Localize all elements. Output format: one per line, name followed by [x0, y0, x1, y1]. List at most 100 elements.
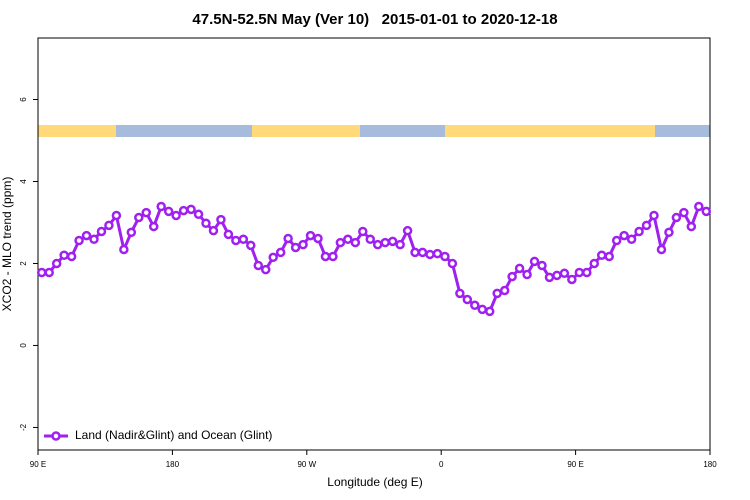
x-tick-label: 0 [439, 460, 444, 469]
x-tick-label: 90 W [297, 460, 316, 469]
data-point [59, 250, 69, 261]
data-point [679, 207, 689, 218]
ocean-band [655, 125, 710, 137]
data-point [537, 260, 547, 271]
data-point [216, 214, 226, 225]
legend-label: Land (Nadir&Glint) and Ocean (Glint) [75, 428, 272, 442]
data-point [656, 244, 667, 255]
data-point [365, 234, 376, 245]
y-tick-label: 4 [19, 179, 28, 184]
data-point [686, 221, 697, 232]
data-point [649, 210, 659, 221]
data-point [89, 234, 99, 245]
data-point [298, 239, 308, 250]
data-point [193, 209, 204, 220]
data-point [283, 233, 293, 244]
data-point [425, 249, 435, 260]
data-point [74, 235, 84, 246]
data-point [268, 252, 278, 263]
legend-marker [51, 431, 61, 441]
data-point [343, 234, 353, 245]
ocean-band [360, 125, 445, 137]
y-axis-label: XCO2 - MLO trend (ppm) [0, 177, 14, 312]
y-tick-label: 6 [19, 97, 28, 102]
data-point [380, 237, 390, 248]
x-tick-label: 90 E [30, 460, 46, 469]
data-point [328, 251, 338, 262]
data-point [305, 230, 316, 241]
data-point [402, 225, 413, 236]
data-point [372, 239, 383, 250]
data-point [470, 300, 480, 311]
x-axis-label: Longitude (deg E) [327, 475, 422, 489]
data-point [313, 233, 323, 244]
data-point [514, 263, 525, 274]
data-point [552, 270, 562, 281]
y-tick-label: 2 [19, 261, 28, 266]
data-point [671, 212, 682, 223]
land-band [445, 125, 655, 137]
data-point [604, 251, 614, 262]
data-point [559, 268, 570, 279]
data-point [36, 267, 47, 278]
data-point [589, 258, 600, 269]
data-point [544, 272, 555, 283]
data-point [290, 242, 301, 253]
data-point [104, 220, 114, 231]
data-point [611, 235, 622, 246]
data-point [567, 274, 577, 285]
data-point [119, 244, 129, 255]
data-point [350, 237, 361, 248]
data-point [253, 260, 264, 271]
data-point [201, 218, 211, 229]
ocean-band [116, 125, 252, 137]
data-point [492, 288, 502, 299]
data-point [694, 201, 704, 212]
data-point [134, 212, 144, 223]
data-point [260, 264, 271, 275]
data-point [634, 226, 644, 237]
data-point [238, 234, 249, 245]
data-point [410, 247, 420, 258]
data-point [484, 306, 495, 317]
data-point [171, 210, 181, 221]
data-point [387, 236, 398, 247]
data-point [358, 226, 368, 237]
data-point [163, 206, 174, 217]
data-point [111, 210, 122, 221]
data-point [529, 256, 540, 267]
data-point [178, 205, 189, 216]
data-point [223, 229, 234, 240]
data-point [320, 251, 331, 262]
data-point [507, 271, 517, 282]
data-point [126, 227, 137, 238]
data-point [51, 258, 62, 269]
x-tick-label: 180 [703, 460, 717, 469]
data-point [432, 248, 443, 259]
data-point [44, 267, 54, 278]
data-point [186, 204, 196, 215]
y-tick-label: 0 [19, 343, 28, 348]
data-point [664, 227, 674, 238]
data-point [440, 251, 450, 262]
data-point [455, 288, 465, 299]
chart-title: 47.5N-52.5N May (Ver 10) 2015-01-01 to 2… [192, 11, 557, 28]
plot-frame [37, 37, 711, 451]
data-point [141, 207, 152, 218]
data-point [477, 304, 488, 315]
data-point [208, 225, 219, 236]
data-point [626, 234, 637, 245]
data-point [395, 239, 405, 250]
data-point [582, 267, 592, 278]
data-point [417, 247, 428, 258]
data-point [335, 237, 346, 248]
land-band [252, 125, 360, 137]
x-tick-label: 90 E [567, 460, 583, 469]
data-point [81, 230, 92, 241]
data-point [499, 285, 510, 296]
data-point [574, 267, 585, 278]
x-tick-label: 180 [166, 460, 180, 469]
data-point [462, 294, 473, 305]
data-point [148, 221, 159, 232]
data-point [231, 235, 241, 246]
